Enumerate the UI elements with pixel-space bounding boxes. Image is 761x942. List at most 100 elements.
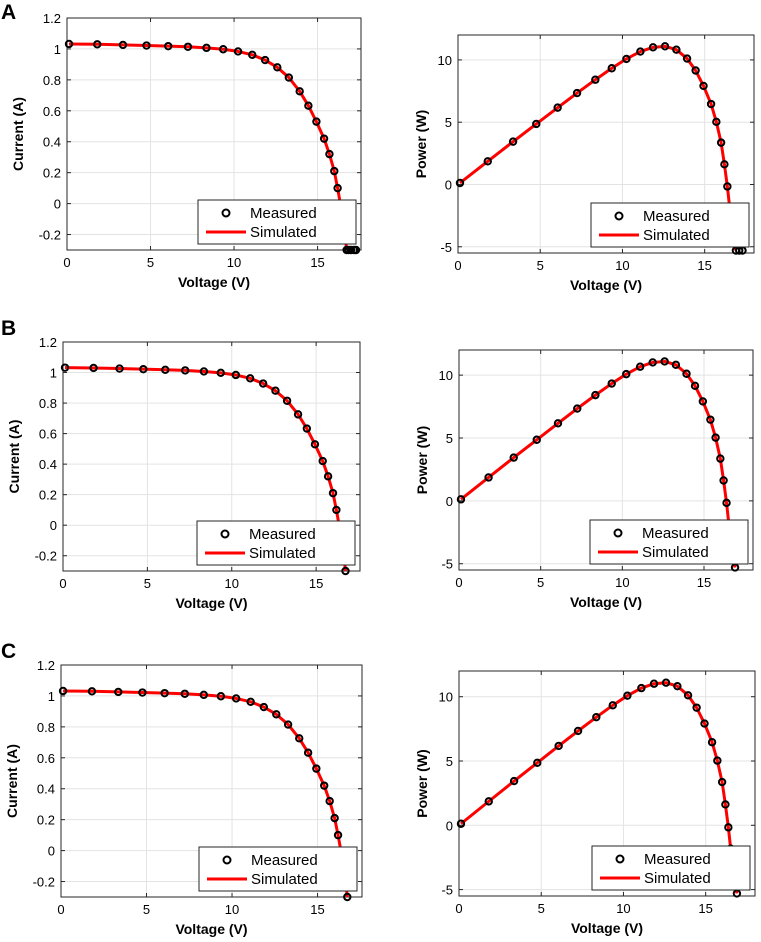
measured-point xyxy=(282,396,292,405)
measured-point xyxy=(320,781,329,790)
y-tick-label: 1.2 xyxy=(39,335,57,350)
measured-point xyxy=(532,119,541,129)
legend-measured-label: Measured xyxy=(642,525,709,542)
x-axis-label: Voltage (V) xyxy=(175,921,247,937)
y-tick-label: -0.2 xyxy=(33,875,55,890)
measured-point xyxy=(164,41,173,51)
legend-measured-marker xyxy=(222,855,232,865)
measured-point xyxy=(637,683,646,693)
y-tick-label: -0.2 xyxy=(35,549,57,564)
measured-point xyxy=(114,687,123,697)
x-tick-label: 10 xyxy=(227,255,241,270)
legend-measured-marker xyxy=(615,854,625,864)
y-axis-label: Current (A) xyxy=(6,420,22,494)
measured-point xyxy=(346,245,356,255)
measured-point xyxy=(293,410,303,419)
measured-point xyxy=(660,42,670,51)
measured-point xyxy=(333,183,342,193)
panel-label-a: A xyxy=(1,1,16,24)
measured-point xyxy=(87,687,97,696)
y-tick-label: 0.6 xyxy=(39,427,57,442)
measured-point xyxy=(648,43,658,52)
measured-point xyxy=(484,797,493,806)
y-tick-label: 0 xyxy=(48,844,55,859)
y-tick-label: 0.6 xyxy=(43,104,61,119)
measured-point xyxy=(532,435,541,444)
x-tick-label: 10 xyxy=(615,258,629,273)
measured-point xyxy=(183,42,193,51)
measured-point xyxy=(649,679,659,688)
y-tick-label: 5 xyxy=(446,754,453,769)
measured-point xyxy=(246,697,255,707)
x-tick-label: 15 xyxy=(309,576,323,591)
measured-point xyxy=(607,379,616,388)
measured-point xyxy=(318,456,327,466)
measured-point xyxy=(271,386,280,395)
y-tick-label: 0 xyxy=(446,818,453,833)
measured-point xyxy=(328,488,338,498)
measured-point xyxy=(284,73,294,82)
legend-box xyxy=(590,202,750,248)
measured-point xyxy=(692,703,701,712)
legend-box xyxy=(591,845,751,891)
legend-measured-label: Measured xyxy=(249,526,316,543)
measured-point xyxy=(93,40,102,49)
measured-point xyxy=(199,690,209,700)
x-tick-label: 10 xyxy=(615,575,629,590)
measured-point xyxy=(258,379,268,388)
x-axis-label: Voltage (V) xyxy=(570,594,642,610)
measured-point xyxy=(607,64,616,73)
x-tick-label: 15 xyxy=(310,255,324,270)
legend-box xyxy=(589,519,749,565)
legend-measured-label: Measured xyxy=(250,205,317,222)
measured-point xyxy=(325,796,334,806)
legend-simulated-label: Simulated xyxy=(251,871,318,888)
measured-point xyxy=(721,800,730,809)
measured-point xyxy=(509,776,519,786)
measured-point xyxy=(312,117,321,126)
measured-point xyxy=(671,360,681,370)
measured-point xyxy=(319,134,329,143)
measured-point xyxy=(283,720,293,729)
y-tick-label: 1 xyxy=(48,689,55,704)
measured-point xyxy=(509,453,518,462)
measured-point xyxy=(456,819,466,828)
measured-point xyxy=(202,43,211,53)
measured-point xyxy=(716,454,725,463)
panel-label-c: C xyxy=(1,640,16,663)
legend-box xyxy=(196,520,356,566)
measured-point xyxy=(312,764,321,773)
measured-point xyxy=(484,473,493,482)
x-tick-label: 0 xyxy=(59,576,66,591)
x-tick-label: 10 xyxy=(225,576,239,591)
measured-point xyxy=(323,472,333,481)
measured-point xyxy=(706,415,715,424)
legend-measured-label: Measured xyxy=(643,208,710,225)
measured-point xyxy=(636,47,645,56)
axes-box xyxy=(457,34,755,254)
x-tick-label: 0 xyxy=(455,575,462,590)
x-tick-label: 5 xyxy=(147,255,154,270)
measured-point xyxy=(719,476,728,485)
measured-point xyxy=(690,381,700,391)
y-tick-label: -5 xyxy=(441,557,453,572)
y-axis-label: Power (W) xyxy=(414,426,430,494)
legend-simulated-label: Simulated xyxy=(250,224,317,241)
measured-point xyxy=(231,694,241,703)
y-axis-label: Power (W) xyxy=(414,749,430,817)
legend-measured-marker xyxy=(614,211,624,221)
measured-point xyxy=(456,495,466,504)
legend-simulated-label: Simulated xyxy=(642,544,709,561)
measured-point xyxy=(139,364,148,374)
legend-measured-marker xyxy=(221,208,231,218)
measured-point xyxy=(302,424,312,433)
measured-point xyxy=(706,99,716,109)
y-tick-label: 10 xyxy=(438,53,452,68)
legend-box xyxy=(198,846,358,892)
measured-point xyxy=(303,748,313,757)
measured-point xyxy=(635,362,645,371)
y-tick-label: 0.4 xyxy=(39,457,57,472)
x-tick-label: 15 xyxy=(697,575,711,590)
